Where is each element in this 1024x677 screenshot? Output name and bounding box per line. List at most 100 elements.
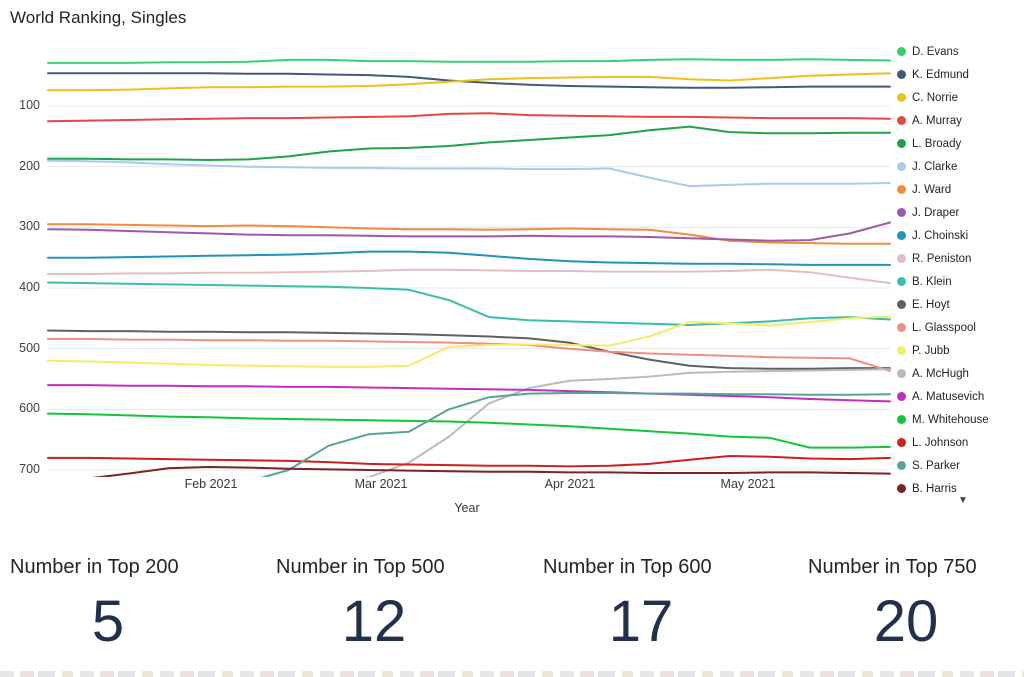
legend-dot-icon <box>897 323 906 332</box>
series-line-m-whitehouse[interactable] <box>47 412 891 449</box>
legend-item-label: L. Johnson <box>912 436 969 449</box>
kpi-card-top-200[interactable]: Number in Top 200 5 <box>10 556 206 651</box>
legend-dot-icon <box>897 461 906 470</box>
x-tick-label: May 2021 <box>720 477 776 491</box>
x-tick-label: Apr 2021 <box>544 477 596 491</box>
legend-item-c-norrie[interactable]: C. Norrie <box>897 86 1024 109</box>
legend-item-j-ward[interactable]: J. Ward <box>897 178 1024 201</box>
series-line-r-peniston[interactable] <box>47 268 891 285</box>
legend-item-label: J. Ward <box>912 183 952 196</box>
legend-dot-icon <box>897 415 906 424</box>
legend-dot-icon <box>897 369 906 378</box>
legend-item-label: M. Whitehouse <box>912 413 989 426</box>
kpi-value: 12 <box>341 589 407 654</box>
legend-item-a-mchugh[interactable]: A. McHugh <box>897 362 1024 385</box>
legend-item-label: L. Broady <box>912 137 962 150</box>
series-line-a-mchugh[interactable] <box>48 368 891 483</box>
kpi-label: Number in Top 200 <box>10 556 179 578</box>
legend-item-a-matusevich[interactable]: A. Matusevich <box>897 385 1024 408</box>
legend-item-m-whitehouse[interactable]: M. Whitehouse <box>897 408 1024 431</box>
chart-title: World Ranking, Singles <box>10 8 187 27</box>
legend-item-r-peniston[interactable]: R. Peniston <box>897 247 1024 270</box>
legend-item-label: L. Glasspool <box>912 321 976 334</box>
y-tick-label: 600 <box>19 401 40 416</box>
series-line-p-jubb[interactable] <box>47 315 891 368</box>
legend-item-label: E. Hoyt <box>912 298 950 311</box>
legend-item-label: D. Evans <box>912 45 959 58</box>
legend-dot-icon <box>897 231 906 240</box>
legend-dot-icon <box>897 392 906 401</box>
legend-item-b-klein[interactable]: B. Klein <box>897 270 1024 293</box>
series-line-a-murray[interactable] <box>47 112 891 123</box>
series-line-b-klein[interactable] <box>47 281 891 326</box>
kpi-value: 5 <box>91 589 125 654</box>
legend-item-j-choinski[interactable]: J. Choinski <box>897 224 1024 247</box>
legend-dot-icon <box>897 346 906 355</box>
series-line-l-glasspool[interactable] <box>47 338 891 373</box>
y-tick-label: 400 <box>19 279 40 294</box>
kpi-label: Number in Top 600 <box>543 556 712 578</box>
legend-dot-icon <box>897 139 906 148</box>
series-line-e-hoyt[interactable] <box>47 329 891 370</box>
legend-item-label: J. Choinski <box>912 229 969 242</box>
legend-item-k-edmund[interactable]: K. Edmund <box>897 63 1024 86</box>
series-line-l-broady[interactable] <box>47 125 891 161</box>
series-line-j-ward[interactable] <box>47 223 891 245</box>
series-line-b-harris[interactable] <box>48 466 891 481</box>
legend-item-label: A. Murray <box>912 114 962 127</box>
legend-item-label: R. Peniston <box>912 252 972 265</box>
legend-item-label: C. Norrie <box>912 91 959 104</box>
legend-scroll-down-icon[interactable]: ▼ <box>958 495 968 506</box>
x-tick-label: Mar 2021 <box>354 477 408 491</box>
y-tick-label: 700 <box>19 461 40 476</box>
legend-dot-icon <box>897 208 906 217</box>
x-axis-title: Year <box>454 501 480 515</box>
series-line-k-edmund[interactable] <box>47 72 891 89</box>
legend-item-a-murray[interactable]: A. Murray <box>897 109 1024 132</box>
legend-dot-icon <box>897 162 906 171</box>
legend-item-label: S. Parker <box>912 459 960 472</box>
ranking-line-chart[interactable] <box>0 0 1024 532</box>
legend-item-l-broady[interactable]: L. Broady <box>897 132 1024 155</box>
kpi-label: Number in Top 750 <box>808 556 977 578</box>
legend-item-b-harris[interactable]: B. Harris <box>897 477 1024 500</box>
legend-item-l-johnson[interactable]: L. Johnson <box>897 431 1024 454</box>
legend-item-p-jubb[interactable]: P. Jubb <box>897 339 1024 362</box>
legend-item-l-glasspool[interactable]: L. Glasspool <box>897 316 1024 339</box>
x-tick-label: Feb 2021 <box>184 477 238 491</box>
legend-dot-icon <box>897 277 906 286</box>
kpi-card-top-600[interactable]: Number in Top 600 17 <box>543 556 739 651</box>
legend-item-label: K. Edmund <box>912 68 969 81</box>
legend: D. Evans K. Edmund C. Norrie A. Murray L. Br… <box>897 40 1024 500</box>
series-line-s-parker[interactable] <box>48 392 891 487</box>
kpi-card-top-750[interactable]: Number in Top 750 20 <box>808 556 1004 651</box>
y-tick-label: 500 <box>19 340 40 355</box>
legend-item-d-evans[interactable]: D. Evans <box>897 40 1024 63</box>
kpi-label: Number in Top 500 <box>276 556 445 578</box>
legend-dot-icon <box>897 484 906 493</box>
legend-item-s-parker[interactable]: S. Parker <box>897 454 1024 477</box>
legend-dot-icon <box>897 116 906 125</box>
legend-item-label: A. McHugh <box>912 367 969 380</box>
legend-item-e-hoyt[interactable]: E. Hoyt <box>897 293 1024 316</box>
kpi-card-top-500[interactable]: Number in Top 500 12 <box>276 556 472 651</box>
legend-item-j-draper[interactable]: J. Draper <box>897 201 1024 224</box>
series-line-d-evans[interactable] <box>47 58 891 64</box>
series-line-j-draper[interactable] <box>47 221 891 242</box>
series-line-j-choinski[interactable] <box>47 250 891 266</box>
y-tick-label: 100 <box>19 97 40 112</box>
kpi-value: 20 <box>873 589 939 654</box>
legend-item-label: B. Harris <box>912 482 957 495</box>
series-line-j-clarke[interactable] <box>47 159 891 188</box>
series-line-c-norrie[interactable] <box>47 72 891 92</box>
legend-dot-icon <box>897 70 906 79</box>
legend-item-label: A. Matusevich <box>912 390 985 403</box>
legend-item-label: B. Klein <box>912 275 952 288</box>
series-line-a-matusevich[interactable] <box>47 384 891 403</box>
series-line-l-johnson[interactable] <box>47 455 891 468</box>
legend-dot-icon <box>897 93 906 102</box>
legend-item-j-clarke[interactable]: J. Clarke <box>897 155 1024 178</box>
legend-dot-icon <box>897 438 906 447</box>
kpi-value: 17 <box>608 589 674 654</box>
